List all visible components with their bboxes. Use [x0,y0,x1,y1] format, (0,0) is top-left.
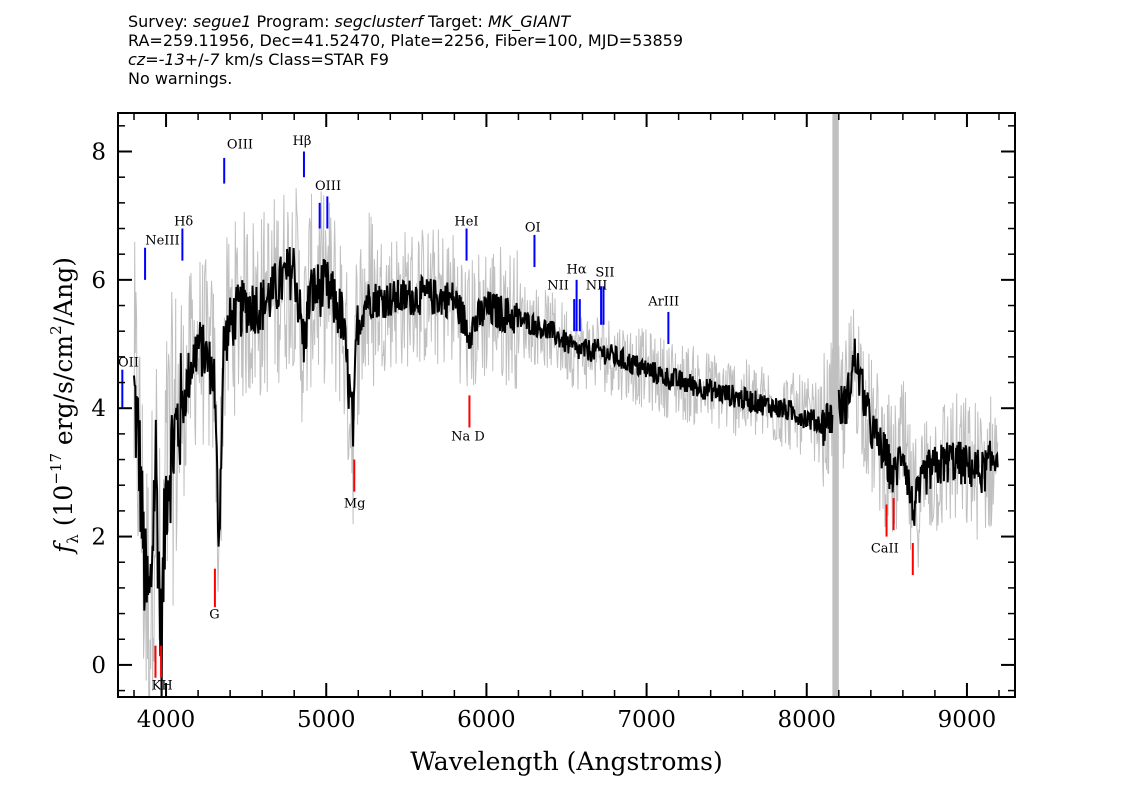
masked-band-layer [832,113,839,697]
emission-line-label: NeIII [145,234,179,249]
emission-line-label: HeI [454,214,478,229]
emission-line-label: OIII [227,137,253,152]
survey-label: Survey: [128,12,193,31]
emission-line-label: NII [547,278,569,293]
y-axis-subscript: λ [64,534,82,544]
absorption-line-label: CaII [871,542,899,557]
error-spectrum-line [133,188,999,697]
flux-spectrum-layer [133,246,999,697]
cz-label: cz [128,50,146,69]
emission-line-label: SII [595,266,614,281]
emission-line-label: Hδ [174,214,193,229]
axis-ticks-layer: 4000 5000 6000 7000 8000 9000 0 2 4 6 8 [91,113,1015,733]
y-tick-label: 4 [91,396,106,422]
emission-line-label: ArIII [647,295,679,310]
x-axis-title: Wavelength (Angstroms) [410,747,722,776]
y-axis-open: (10 [49,485,78,535]
cz-plusminus: +/ [184,50,204,69]
y-tick-label: 6 [91,268,106,294]
program-label: Program: [251,12,335,31]
y-axis-exponent: −17 [47,453,65,485]
target-value: MK_GIANT [488,12,571,31]
target-label: Target: [422,12,488,31]
emission-line-label: OII [118,355,139,370]
plot-frame [117,112,1016,698]
header-line-warnings: No warnings. [128,69,233,88]
spectrum-header: Survey: segue1 Program: segclusterf Targ… [128,12,683,88]
header-line-redshift: cz=-13+/-7 km/s Class=STAR F9 [128,50,683,69]
x-tick-label: 7000 [617,707,676,733]
y-axis-title: fλ (10−17 erg/s/cm2/Ang) [47,257,82,555]
emission-line-label: OI [525,221,541,236]
x-tick-label: 8000 [777,707,836,733]
y-axis-close: /Ang) [49,257,78,325]
flux-spectrum-line [133,246,999,697]
x-tick-label: 5000 [297,707,356,733]
cz-error: -7 [203,50,220,69]
emission-line-label: NII [586,278,608,293]
program-value: segclusterf [334,12,423,31]
y-axis-symbol: f [49,540,78,555]
header-line-coordinates: RA=259.11956, Dec=41.52470, Plate=2256, … [128,31,684,50]
y-tick-label: 0 [91,653,106,679]
masked-band [832,113,839,697]
absorption-line-label: KH [152,678,173,693]
emission-line-label: OIII [315,179,341,194]
absorption-line-label: Na D [451,429,485,444]
cz-class: km/s Class=STAR F9 [219,50,389,69]
cz-value: -13 [158,50,185,69]
x-tick-label: 4000 [137,707,196,733]
emission-line-label: Hβ [293,134,312,149]
emission-line-label: Hα [567,262,587,277]
cz-equals: = [145,50,159,69]
y-axis-unit: erg/s/cm [49,335,78,453]
y-tick-label: 8 [91,140,106,166]
survey-value: segue1 [192,12,252,31]
x-tick-label: 6000 [457,707,516,733]
header-line-survey: Survey: segue1 Program: segclusterf Targ… [128,12,683,31]
error-spectrum-layer [133,188,999,697]
y-axis-square: 2 [47,325,65,335]
absorption-line-label: Mg [344,497,366,512]
absorption-line-label: G [209,608,219,623]
y-tick-label: 2 [91,525,106,551]
x-tick-label: 9000 [938,707,997,733]
